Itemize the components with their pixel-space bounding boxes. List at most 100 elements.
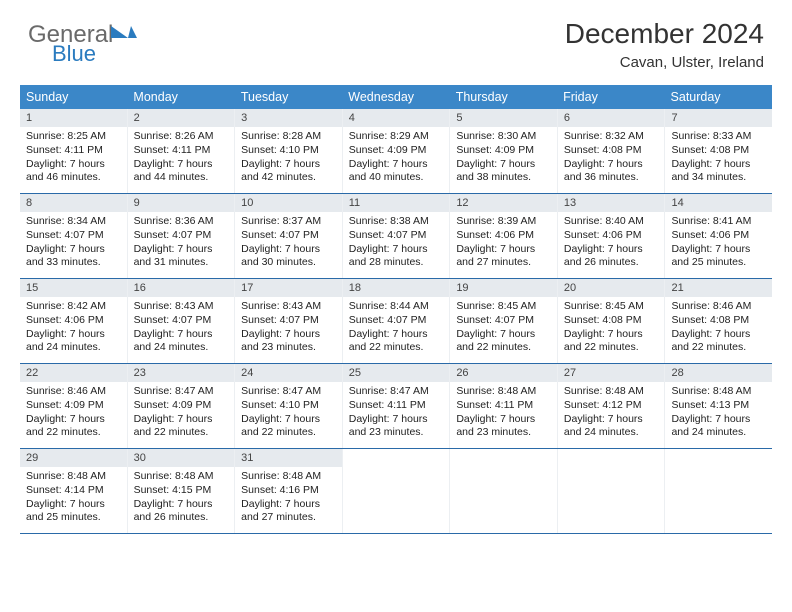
daylight-line: Daylight: 7 hours and 34 minutes. [671,158,766,185]
day-details: Sunrise: 8:45 AMSunset: 4:08 PMDaylight:… [558,297,665,360]
day-details: Sunrise: 8:38 AMSunset: 4:07 PMDaylight:… [343,212,450,275]
weekday-header: Friday [557,85,664,109]
day-number: 11 [343,194,450,212]
sunset-line: Sunset: 4:07 PM [349,314,444,328]
sunrise-line: Sunrise: 8:34 AM [26,215,121,229]
day-details: Sunrise: 8:48 AMSunset: 4:14 PMDaylight:… [20,467,127,530]
sunrise-line: Sunrise: 8:47 AM [134,385,229,399]
week-row: 15Sunrise: 8:42 AMSunset: 4:06 PMDayligh… [20,279,772,364]
title-block: December 2024 Cavan, Ulster, Ireland [565,18,764,71]
day-number: 18 [343,279,450,297]
day-details: Sunrise: 8:48 AMSunset: 4:11 PMDaylight:… [450,382,557,445]
day-cell: 11Sunrise: 8:38 AMSunset: 4:07 PMDayligh… [343,194,451,278]
sunrise-line: Sunrise: 8:47 AM [241,385,336,399]
day-cell: 24Sunrise: 8:47 AMSunset: 4:10 PMDayligh… [235,364,343,448]
day-cell: 17Sunrise: 8:43 AMSunset: 4:07 PMDayligh… [235,279,343,363]
day-details: Sunrise: 8:48 AMSunset: 4:13 PMDaylight:… [665,382,772,445]
day-number: 16 [128,279,235,297]
sunrise-line: Sunrise: 8:32 AM [564,130,659,144]
day-cell: 26Sunrise: 8:48 AMSunset: 4:11 PMDayligh… [450,364,558,448]
day-details: Sunrise: 8:44 AMSunset: 4:07 PMDaylight:… [343,297,450,360]
day-number: 28 [665,364,772,382]
sunset-line: Sunset: 4:11 PM [349,399,444,413]
day-cell: 4Sunrise: 8:29 AMSunset: 4:09 PMDaylight… [343,109,451,193]
day-cell: 20Sunrise: 8:45 AMSunset: 4:08 PMDayligh… [558,279,666,363]
logo-text-blue: Blue [52,41,96,62]
day-number: 12 [450,194,557,212]
sunset-line: Sunset: 4:08 PM [671,144,766,158]
day-number: 29 [20,449,127,467]
daylight-line: Daylight: 7 hours and 24 minutes. [671,413,766,440]
day-details: Sunrise: 8:42 AMSunset: 4:06 PMDaylight:… [20,297,127,360]
day-details: Sunrise: 8:43 AMSunset: 4:07 PMDaylight:… [235,297,342,360]
sunrise-line: Sunrise: 8:48 AM [26,470,121,484]
daylight-line: Daylight: 7 hours and 30 minutes. [241,243,336,270]
day-number: 20 [558,279,665,297]
sunset-line: Sunset: 4:09 PM [134,399,229,413]
daylight-line: Daylight: 7 hours and 28 minutes. [349,243,444,270]
day-cell: 25Sunrise: 8:47 AMSunset: 4:11 PMDayligh… [343,364,451,448]
day-number: 22 [20,364,127,382]
sunset-line: Sunset: 4:07 PM [456,314,551,328]
week-row: 22Sunrise: 8:46 AMSunset: 4:09 PMDayligh… [20,364,772,449]
sunrise-line: Sunrise: 8:46 AM [26,385,121,399]
daylight-line: Daylight: 7 hours and 42 minutes. [241,158,336,185]
sunset-line: Sunset: 4:08 PM [564,314,659,328]
day-number: 14 [665,194,772,212]
day-cell: 31Sunrise: 8:48 AMSunset: 4:16 PMDayligh… [235,449,343,533]
day-details: Sunrise: 8:43 AMSunset: 4:07 PMDaylight:… [128,297,235,360]
day-number: 17 [235,279,342,297]
day-details: Sunrise: 8:29 AMSunset: 4:09 PMDaylight:… [343,127,450,190]
sunrise-line: Sunrise: 8:48 AM [671,385,766,399]
sunset-line: Sunset: 4:10 PM [241,399,336,413]
day-number: 24 [235,364,342,382]
sunset-line: Sunset: 4:10 PM [241,144,336,158]
logo: General Blue [28,18,138,67]
day-cell: 18Sunrise: 8:44 AMSunset: 4:07 PMDayligh… [343,279,451,363]
daylight-line: Daylight: 7 hours and 27 minutes. [456,243,551,270]
location: Cavan, Ulster, Ireland [565,54,764,71]
weekday-header: Sunday [20,85,127,109]
day-cell: 8Sunrise: 8:34 AMSunset: 4:07 PMDaylight… [20,194,128,278]
sunset-line: Sunset: 4:07 PM [241,229,336,243]
sunrise-line: Sunrise: 8:47 AM [349,385,444,399]
daylight-line: Daylight: 7 hours and 26 minutes. [564,243,659,270]
sunrise-line: Sunrise: 8:33 AM [671,130,766,144]
week-row: 29Sunrise: 8:48 AMSunset: 4:14 PMDayligh… [20,449,772,534]
day-cell: 3Sunrise: 8:28 AMSunset: 4:10 PMDaylight… [235,109,343,193]
day-number: 27 [558,364,665,382]
day-number: 30 [128,449,235,467]
sunrise-line: Sunrise: 8:48 AM [564,385,659,399]
sunset-line: Sunset: 4:11 PM [26,144,121,158]
day-number: 7 [665,109,772,127]
sunset-line: Sunset: 4:09 PM [456,144,551,158]
day-cell: 14Sunrise: 8:41 AMSunset: 4:06 PMDayligh… [665,194,772,278]
day-details: Sunrise: 8:47 AMSunset: 4:10 PMDaylight:… [235,382,342,445]
sunrise-line: Sunrise: 8:39 AM [456,215,551,229]
sunrise-line: Sunrise: 8:30 AM [456,130,551,144]
sunrise-line: Sunrise: 8:44 AM [349,300,444,314]
daylight-line: Daylight: 7 hours and 33 minutes. [26,243,121,270]
sunrise-line: Sunrise: 8:48 AM [456,385,551,399]
daylight-line: Daylight: 7 hours and 23 minutes. [456,413,551,440]
day-details: Sunrise: 8:48 AMSunset: 4:16 PMDaylight:… [235,467,342,530]
day-cell: 30Sunrise: 8:48 AMSunset: 4:15 PMDayligh… [128,449,236,533]
day-cell: 5Sunrise: 8:30 AMSunset: 4:09 PMDaylight… [450,109,558,193]
sunrise-line: Sunrise: 8:38 AM [349,215,444,229]
day-number: 13 [558,194,665,212]
daylight-line: Daylight: 7 hours and 36 minutes. [564,158,659,185]
day-cell: 29Sunrise: 8:48 AMSunset: 4:14 PMDayligh… [20,449,128,533]
day-details: Sunrise: 8:46 AMSunset: 4:09 PMDaylight:… [20,382,127,445]
day-cell: 13Sunrise: 8:40 AMSunset: 4:06 PMDayligh… [558,194,666,278]
day-details: Sunrise: 8:37 AMSunset: 4:07 PMDaylight:… [235,212,342,275]
day-details: Sunrise: 8:41 AMSunset: 4:06 PMDaylight:… [665,212,772,275]
daylight-line: Daylight: 7 hours and 26 minutes. [134,498,229,525]
sunset-line: Sunset: 4:11 PM [134,144,229,158]
day-cell [665,449,772,533]
day-cell: 15Sunrise: 8:42 AMSunset: 4:06 PMDayligh… [20,279,128,363]
sunrise-line: Sunrise: 8:29 AM [349,130,444,144]
daylight-line: Daylight: 7 hours and 23 minutes. [241,328,336,355]
day-number: 8 [20,194,127,212]
day-cell: 27Sunrise: 8:48 AMSunset: 4:12 PMDayligh… [558,364,666,448]
daylight-line: Daylight: 7 hours and 24 minutes. [26,328,121,355]
